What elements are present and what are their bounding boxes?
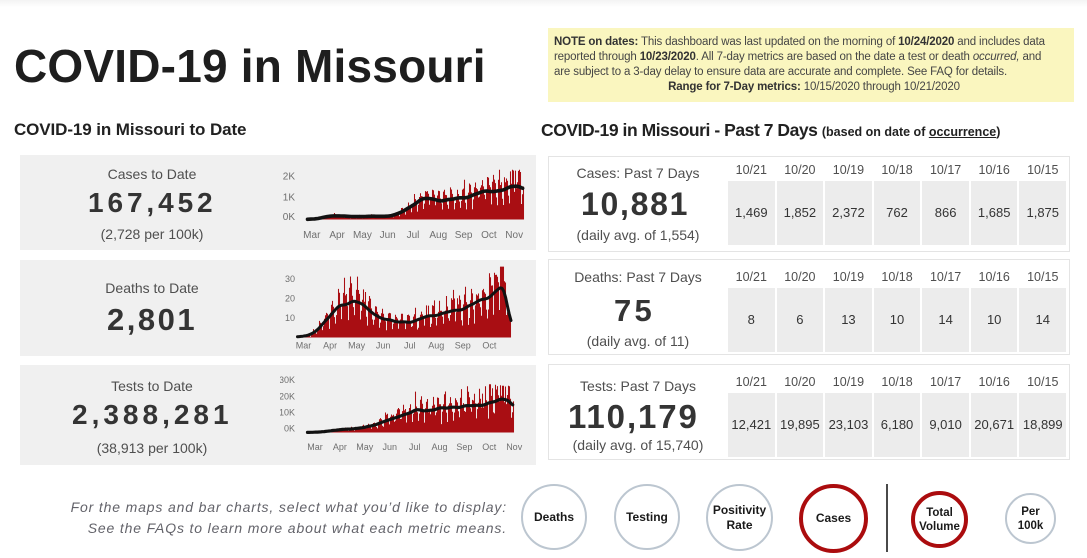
svg-text:0K: 0K: [283, 212, 296, 223]
svg-text:Aug: Aug: [429, 230, 447, 241]
svg-text:May: May: [353, 230, 372, 241]
svg-text:10: 10: [285, 313, 295, 323]
svg-text:Jul: Jul: [407, 230, 420, 241]
svg-text:Aug: Aug: [431, 442, 447, 452]
svg-text:1K: 1K: [283, 193, 296, 204]
svg-text:30: 30: [285, 274, 295, 284]
svg-text:20: 20: [285, 294, 295, 304]
svg-text:Mar: Mar: [307, 442, 323, 452]
svg-text:Apr: Apr: [333, 442, 347, 452]
svg-text:Jun: Jun: [376, 341, 391, 351]
svg-text:Sep: Sep: [455, 341, 471, 351]
svg-text:Aug: Aug: [428, 341, 444, 351]
svg-text:Jul: Jul: [404, 341, 416, 351]
svg-text:May: May: [356, 442, 374, 452]
svg-text:Sep: Sep: [455, 230, 473, 241]
svg-text:Oct: Oct: [481, 230, 497, 241]
svg-text:Jul: Jul: [409, 442, 421, 452]
svg-text:20K: 20K: [280, 391, 295, 401]
svg-text:0K: 0K: [284, 424, 295, 434]
svg-text:Mar: Mar: [303, 230, 321, 241]
svg-text:May: May: [348, 341, 366, 351]
svg-text:Jun: Jun: [382, 442, 397, 452]
svg-text:2K: 2K: [283, 171, 296, 182]
svg-text:30K: 30K: [280, 375, 295, 385]
svg-text:Apr: Apr: [323, 341, 337, 351]
svg-text:Jun: Jun: [380, 230, 396, 241]
svg-text:Oct: Oct: [482, 442, 497, 452]
svg-text:Sep: Sep: [456, 442, 472, 452]
svg-text:Oct: Oct: [482, 341, 497, 351]
svg-text:Nov: Nov: [506, 442, 523, 452]
svg-text:Apr: Apr: [329, 230, 345, 241]
svg-text:Mar: Mar: [296, 341, 312, 351]
svg-text:10K: 10K: [280, 407, 295, 417]
svg-text:Nov: Nov: [505, 230, 523, 241]
